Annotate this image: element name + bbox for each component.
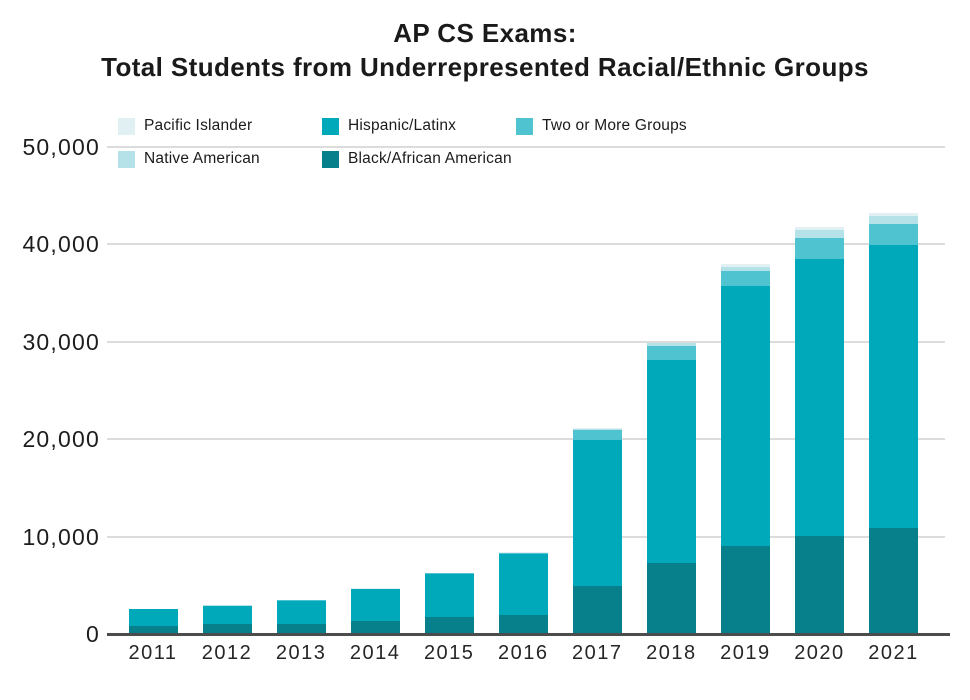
bar-segment-2019-hispanic_latinx xyxy=(720,286,770,546)
y-tick-label-40000: 40,000 xyxy=(22,231,100,257)
legend-item-black_african_american: Black/African American xyxy=(322,150,512,168)
bar-segment-2015-hispanic_latinx xyxy=(424,573,474,618)
bar-segment-2016-black_african_american xyxy=(498,615,548,634)
bar-segment-2019-native_american xyxy=(720,266,770,272)
bar-segment-2016-two_or_more xyxy=(498,552,548,554)
legend-label-native_american: Native American xyxy=(144,150,260,167)
y-tick-label-30000: 30,000 xyxy=(22,328,100,355)
y-tick-label-0: 0 xyxy=(86,621,100,647)
legend-label-pacific_islander: Pacific Islander xyxy=(144,117,253,134)
bar-segment-2021-black_african_american xyxy=(869,528,918,634)
bar-segment-2014-two_or_more xyxy=(350,588,400,590)
gridline-30000 xyxy=(107,340,945,343)
bar-segment-2017-native_american xyxy=(572,428,622,430)
y-tick-label-10000: 10,000 xyxy=(22,523,100,550)
x-tick-label-2017: 2017 xyxy=(572,642,623,664)
bar-2014 xyxy=(350,588,400,634)
bar-segment-2019-pacific_islander xyxy=(720,264,770,267)
x-tick-label-2015: 2015 xyxy=(423,642,475,664)
bar-segment-2019-two_or_more xyxy=(720,271,770,287)
x-tick-label-2020: 2020 xyxy=(794,642,845,664)
x-tick-label-2014: 2014 xyxy=(349,642,401,664)
bar-2011 xyxy=(128,608,178,634)
bar-segment-2013-hispanic_latinx xyxy=(276,600,326,624)
legend-swatch-native_american xyxy=(118,150,135,168)
bar-segment-2011-black_african_american xyxy=(128,626,178,634)
x-tick-label-2021: 2021 xyxy=(868,642,919,664)
gridline-40000 xyxy=(107,243,945,245)
bar-2012 xyxy=(202,605,252,634)
bar-segment-2011-hispanic_latinx xyxy=(128,608,178,627)
chart-title-line1: AP CS Exams: xyxy=(393,18,577,48)
bar-segment-2018-two_or_more xyxy=(646,345,696,360)
bar-2021 xyxy=(869,213,918,634)
bar-segment-2020-native_american xyxy=(794,230,844,239)
bar-segment-2021-pacific_islander xyxy=(869,213,918,216)
bar-segment-2021-native_american xyxy=(869,215,918,224)
gridline-50000 xyxy=(107,145,945,148)
bar-segment-2017-black_african_american xyxy=(572,586,622,634)
legend-item-native_american: Native American xyxy=(118,150,260,168)
x-tick-label-2019: 2019 xyxy=(720,642,771,664)
bar-segment-2015-two_or_more xyxy=(424,572,474,574)
bar-2020 xyxy=(794,227,844,634)
bar-segment-2017-hispanic_latinx xyxy=(572,439,622,587)
bar-segment-2016-hispanic_latinx xyxy=(498,553,548,615)
bar-2013 xyxy=(276,600,326,634)
bar-2017 xyxy=(572,428,622,634)
bar-2016 xyxy=(498,552,548,634)
bar-segment-2020-black_african_american xyxy=(794,536,844,634)
x-tick-label-2012: 2012 xyxy=(201,642,253,664)
bar-segment-2020-two_or_more xyxy=(794,238,844,260)
legend-item-pacific_islander: Pacific Islander xyxy=(118,117,252,135)
legend-swatch-hispanic_latinx xyxy=(322,117,339,135)
bar-segment-2018-pacific_islander xyxy=(646,342,696,344)
legend-item-hispanic_latinx: Hispanic/Latinx xyxy=(322,117,456,135)
bar-segment-2012-black_african_american xyxy=(202,623,252,634)
bar-segment-2014-black_african_american xyxy=(350,621,400,634)
bar-2015 xyxy=(424,572,474,634)
bar-2018 xyxy=(646,342,696,634)
bar-segment-2012-hispanic_latinx xyxy=(202,605,252,624)
x-tick-label-2016: 2016 xyxy=(498,642,549,664)
legend-label-black_african_american: Black/African American xyxy=(348,150,512,167)
bar-segment-2017-two_or_more xyxy=(572,429,622,440)
bar-segment-2013-black_african_american xyxy=(276,623,326,634)
bar-segment-2015-black_african_american xyxy=(424,617,474,634)
legend-label-two_or_more: Two or More Groups xyxy=(542,117,687,134)
legend-label-hispanic_latinx: Hispanic/Latinx xyxy=(348,117,457,134)
bar-segment-2020-hispanic_latinx xyxy=(794,259,844,537)
gridline-10000 xyxy=(107,535,945,538)
x-axis-baseline xyxy=(107,633,950,636)
bar-segment-2021-hispanic_latinx xyxy=(869,244,918,529)
x-tick-label-2018: 2018 xyxy=(646,642,697,664)
bar-segment-2018-hispanic_latinx xyxy=(646,359,696,564)
bar-segment-2020-pacific_islander xyxy=(794,227,844,231)
legend-swatch-black_african_american xyxy=(322,150,339,168)
gridline-20000 xyxy=(107,438,945,440)
y-tick-label-50000: 50,000 xyxy=(22,133,100,160)
bar-segment-2021-two_or_more xyxy=(869,223,918,245)
bar-segment-2018-native_american xyxy=(646,343,696,346)
x-tick-label-2011: 2011 xyxy=(128,642,178,664)
chart-title-line2: Total Students from Underrepresented Rac… xyxy=(101,52,869,82)
legend-item-two_or_more: Two or More Groups xyxy=(516,117,687,135)
legend-swatch-pacific_islander xyxy=(118,117,135,135)
chart-title: AP CS Exams: Total Students from Underre… xyxy=(0,16,970,84)
bar-segment-2018-black_african_american xyxy=(646,563,696,634)
bar-segment-2019-black_african_american xyxy=(720,545,770,634)
legend-swatch-two_or_more xyxy=(516,117,533,135)
x-tick-label-2013: 2013 xyxy=(275,642,327,664)
bar-segment-2014-hispanic_latinx xyxy=(350,589,400,622)
bar-2019 xyxy=(720,264,770,634)
bar-segment-2017-pacific_islander xyxy=(572,428,622,429)
y-tick-label-20000: 20,000 xyxy=(22,426,100,452)
